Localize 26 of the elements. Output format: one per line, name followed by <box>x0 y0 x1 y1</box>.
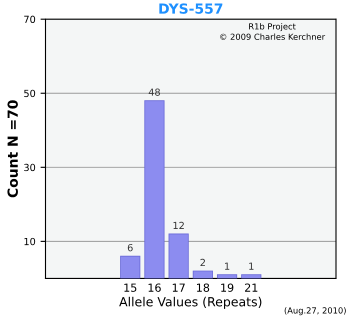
chart-title: DYS-557 <box>159 3 222 14</box>
data-label: 6 <box>128 244 133 252</box>
annotation: R1b Project <box>249 23 296 32</box>
y-tick-label: 10 <box>24 238 36 246</box>
y-axis-title: Count N =70 <box>7 100 18 198</box>
y-tick-label: 30 <box>24 164 36 172</box>
text: (Aug.27, 2010) <box>284 307 346 316</box>
bar <box>144 100 165 278</box>
bar <box>192 270 213 278</box>
annotation: © 2009 Charles Kerchner <box>220 33 326 40</box>
x-tick-label: 21 <box>245 283 258 292</box>
x-tick-label: 18 <box>197 283 210 292</box>
data-label: 12 <box>174 222 184 229</box>
x-tick-label: 15 <box>124 284 136 292</box>
data-label: 48 <box>148 88 160 96</box>
data-label: 1 <box>249 262 254 270</box>
x-axis-title: Allele Values (Repeats) <box>119 296 262 309</box>
y-tick-label: 70 <box>24 16 36 24</box>
x-tick-label: 19 <box>221 283 234 292</box>
y-tick-label: 50 <box>24 90 36 98</box>
data-label: 1 <box>225 262 230 270</box>
bar <box>168 234 189 278</box>
bar <box>120 256 140 278</box>
x-tick-label: 17 <box>172 284 185 292</box>
x-tick-label: 16 <box>148 283 161 292</box>
data-label: 2 <box>200 258 205 266</box>
